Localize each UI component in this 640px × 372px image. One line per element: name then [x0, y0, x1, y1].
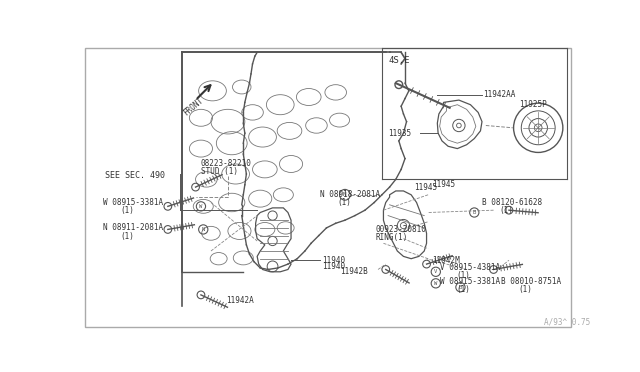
Text: (1): (1) — [337, 198, 351, 207]
Text: W 08915-3381A: W 08915-3381A — [103, 198, 163, 207]
Text: SEE SEC. 490: SEE SEC. 490 — [105, 171, 164, 180]
Text: B 08120-61628: B 08120-61628 — [482, 198, 542, 207]
Text: FRONT: FRONT — [182, 95, 205, 117]
Text: 11945: 11945 — [414, 183, 437, 192]
Text: V: V — [434, 269, 437, 274]
Text: (1): (1) — [456, 285, 470, 294]
Text: 4S.E: 4S.E — [388, 55, 410, 64]
Text: (1): (1) — [120, 206, 134, 215]
Text: B 08010-8751A: B 08010-8751A — [501, 277, 561, 286]
Text: 11935: 11935 — [388, 129, 411, 138]
Text: W: W — [434, 281, 437, 286]
Text: RING(1): RING(1) — [376, 232, 408, 242]
Text: STUD (1): STUD (1) — [201, 167, 238, 176]
Text: 11940: 11940 — [322, 256, 345, 265]
Text: 11940: 11940 — [322, 262, 345, 271]
Text: A/93^ 0.75: A/93^ 0.75 — [543, 317, 590, 326]
Text: 11942A: 11942A — [227, 296, 254, 305]
Text: N 08918-2081A: N 08918-2081A — [320, 190, 380, 199]
Text: N: N — [202, 227, 205, 232]
Text: 11942B: 11942B — [340, 267, 368, 276]
Text: (1): (1) — [518, 285, 532, 294]
Text: N: N — [343, 192, 347, 197]
Text: B: B — [473, 210, 476, 215]
Text: (1): (1) — [499, 206, 513, 215]
Text: 11942AA: 11942AA — [484, 90, 516, 99]
Text: (1): (1) — [120, 232, 134, 241]
Text: (1): (1) — [456, 271, 470, 280]
Text: V 08915-4381A: V 08915-4381A — [440, 263, 500, 272]
Text: 11942M: 11942M — [432, 256, 460, 265]
Text: N 08911-2081A: N 08911-2081A — [103, 224, 163, 232]
Text: 00923-20810: 00923-20810 — [376, 225, 427, 234]
Text: 08223-82210: 08223-82210 — [201, 160, 252, 169]
Text: W: W — [199, 204, 203, 209]
Text: 11945: 11945 — [432, 180, 455, 189]
Text: 11925P: 11925P — [519, 100, 547, 109]
Text: B: B — [459, 285, 462, 290]
Text: W 08915-3381A: W 08915-3381A — [440, 277, 500, 286]
